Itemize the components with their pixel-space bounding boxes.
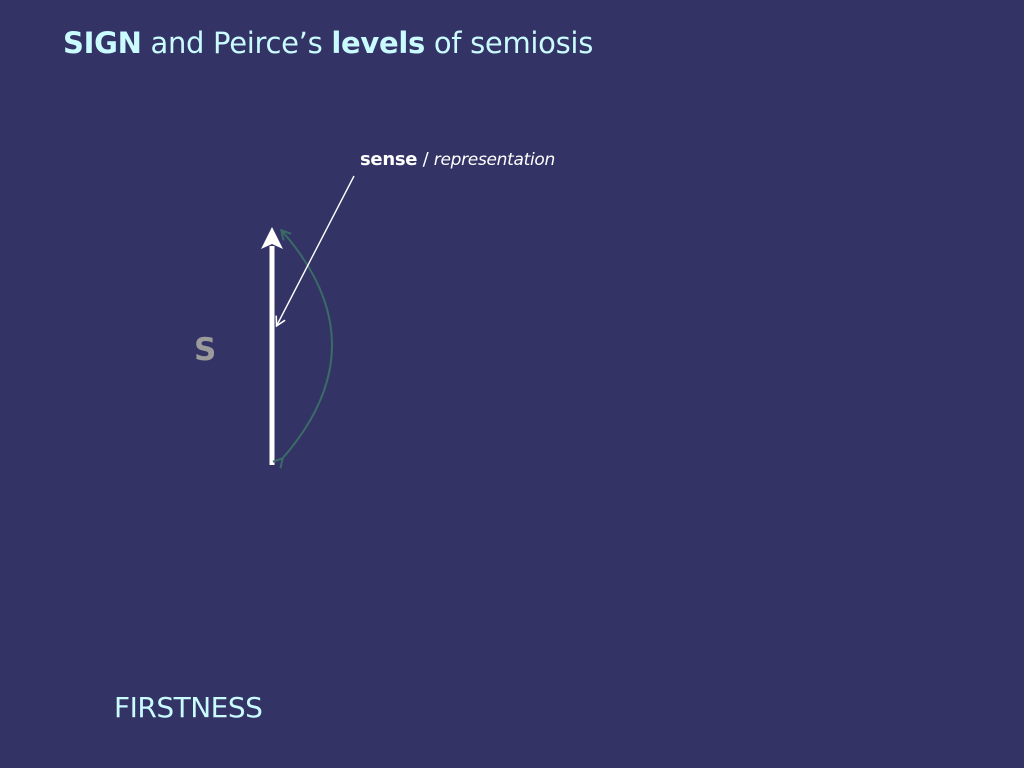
slide-title: SIGN and Peirce’s levels of semiosis xyxy=(63,26,593,60)
title-of-semiosis: of semiosis xyxy=(424,26,594,60)
sense-separator: / xyxy=(417,149,434,170)
sense-text: sense xyxy=(360,149,418,170)
sense-pointer-line xyxy=(275,175,355,328)
sign-letter-s: S xyxy=(194,332,217,368)
title-and-peirces: and Peirce’s xyxy=(141,26,332,60)
title-levels: levels xyxy=(331,26,425,60)
curved-double-arrow xyxy=(282,231,333,459)
title-sign: SIGN xyxy=(63,26,142,60)
sign-vector-arrowhead xyxy=(261,227,283,249)
representation-text: representation xyxy=(433,150,556,170)
sense-representation-label: sense / representation xyxy=(360,149,555,170)
firstness-label: FIRSTNESS xyxy=(114,691,263,724)
